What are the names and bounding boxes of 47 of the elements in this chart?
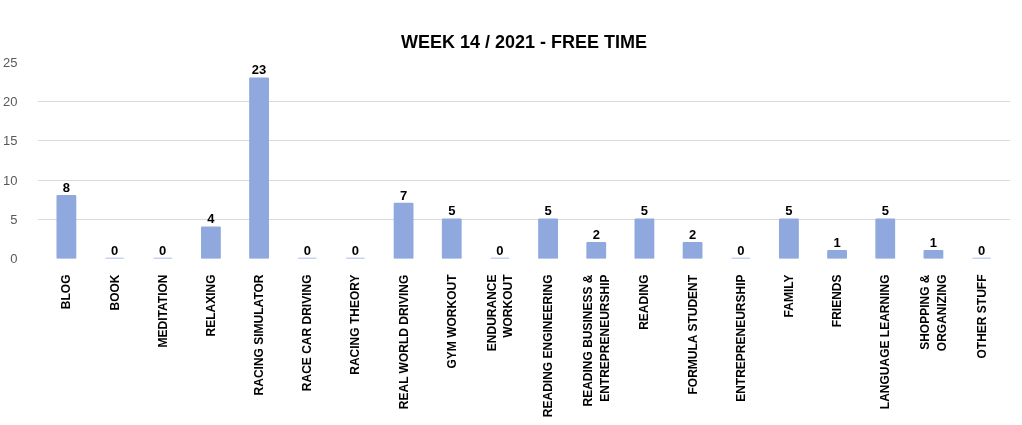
data-label: 0 bbox=[110, 242, 119, 258]
x-tick-label: ENDURANCE WORKOUT bbox=[484, 273, 516, 352]
data-label: 1 bbox=[833, 234, 841, 250]
data-label: 2 bbox=[592, 226, 600, 242]
x-tick-label: OTHER STUFF bbox=[974, 274, 989, 359]
data-label: 0 bbox=[977, 242, 986, 258]
x-tick-label: READING bbox=[637, 274, 652, 330]
y-tick-label: 25 bbox=[3, 55, 18, 70]
data-label: 23 bbox=[251, 62, 267, 78]
data-label: 0 bbox=[159, 242, 167, 258]
data-label: 0 bbox=[496, 242, 504, 258]
data-label: 5 bbox=[448, 203, 456, 219]
data-label: 7 bbox=[399, 187, 408, 203]
x-tick-label: SHOPPING & ORGANIZING bbox=[918, 274, 949, 352]
data-label: 5 bbox=[640, 203, 649, 219]
x-tick-label: ENTREPRENEURSHIP bbox=[733, 274, 748, 402]
x-tick-label: RACE CAR DRIVING bbox=[300, 274, 315, 392]
x-tick-label: LANGUAGE LEARNING bbox=[878, 274, 893, 410]
y-tick-label: 5 bbox=[10, 211, 18, 227]
data-label: 1 bbox=[929, 234, 938, 250]
x-tick-label: REAL WORLD DRIVING bbox=[396, 274, 411, 410]
data-label: 5 bbox=[785, 203, 793, 219]
x-tick-label: RELAXING bbox=[203, 274, 218, 337]
x-tick-label: READING ENGINEERING bbox=[541, 274, 556, 418]
data-label: 8 bbox=[62, 179, 71, 195]
x-tick-label: GYM WORKOUT bbox=[444, 273, 459, 369]
x-tick-label: RACING SIMULATOR bbox=[252, 274, 267, 396]
y-tick-label: 20 bbox=[3, 94, 18, 110]
x-tick-label: BOOK bbox=[107, 274, 122, 311]
data-label: 4 bbox=[207, 211, 216, 227]
data-label: 0 bbox=[737, 242, 745, 258]
x-tick-label: FAMILY bbox=[781, 274, 796, 318]
x-tick-label: MEDITATION bbox=[155, 274, 170, 348]
x-tick-label: BLOG bbox=[59, 274, 74, 310]
chart-title: WEEK 14 / 2021 - FREE TIME bbox=[400, 31, 648, 52]
data-label: 0 bbox=[351, 242, 360, 258]
x-tick-label: FRIENDS bbox=[830, 274, 845, 328]
data-label: 5 bbox=[881, 203, 889, 219]
data-label: 5 bbox=[544, 203, 552, 219]
x-tick-label: FORMULA STUDENT bbox=[685, 274, 700, 395]
x-tick-label: READING BUSINESS & ENTREPRENEURSHIP bbox=[580, 274, 612, 407]
x-tick-label: RACING THEORY bbox=[348, 274, 363, 375]
y-tick-label: 10 bbox=[3, 172, 18, 188]
y-tick-label: 0 bbox=[10, 251, 18, 266]
y-tick-label: 15 bbox=[3, 133, 18, 149]
data-label: 0 bbox=[303, 242, 311, 258]
data-label: 2 bbox=[688, 226, 697, 242]
